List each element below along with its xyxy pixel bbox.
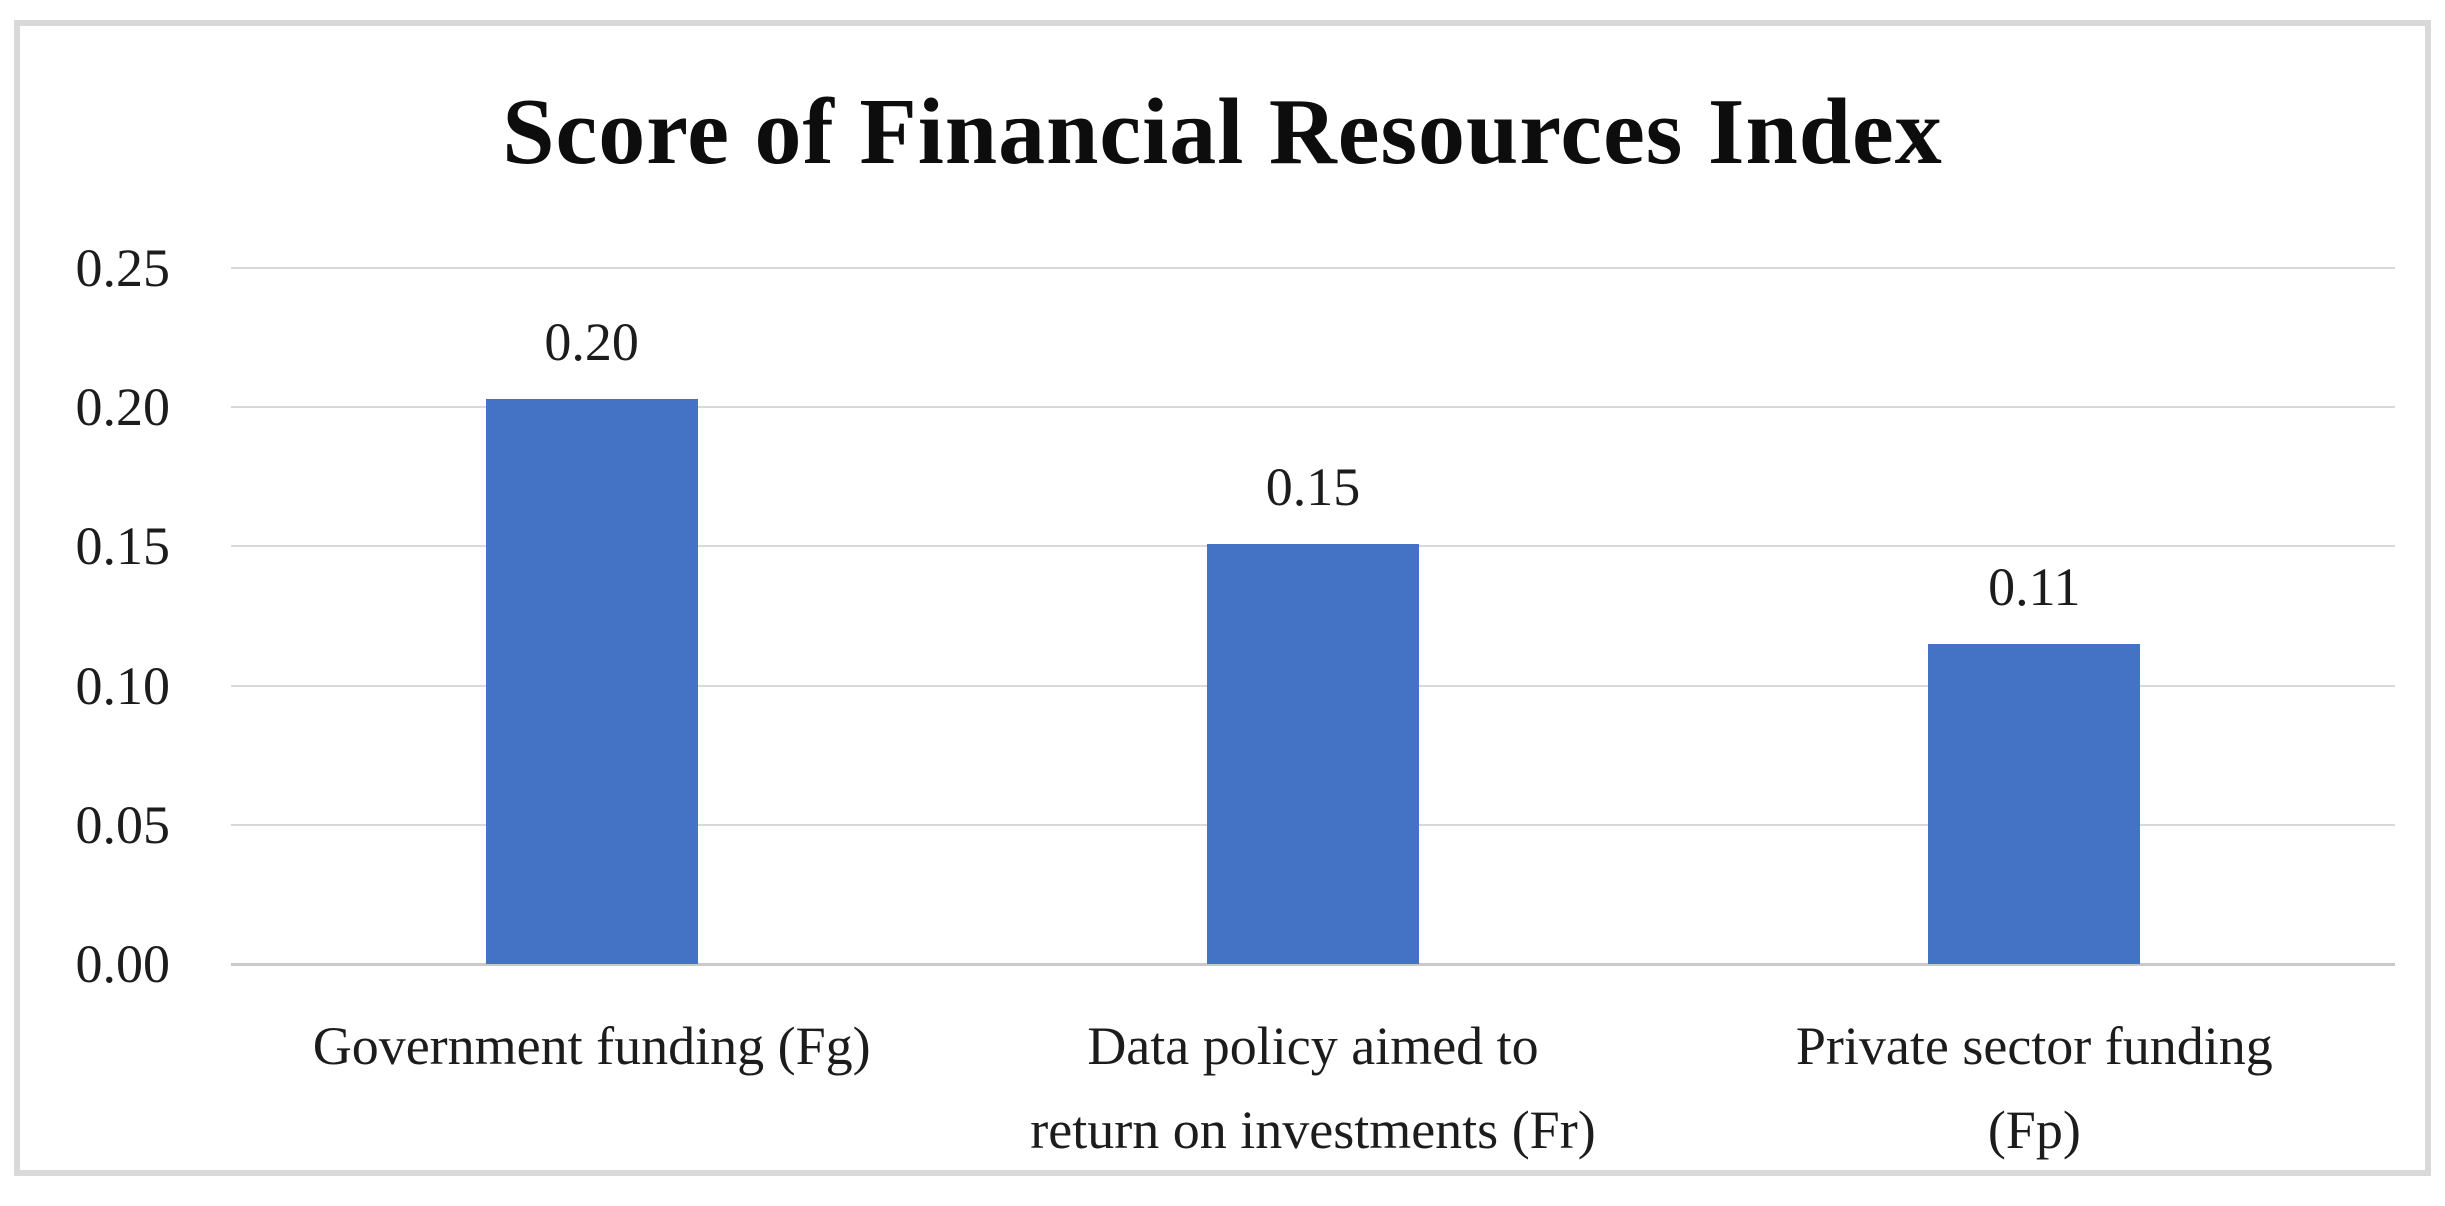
bar-column: 0.20: [231, 268, 952, 964]
x-category-label: Data policy aimed to return on investmen…: [1030, 1016, 1596, 1160]
bar-column: 0.11: [1674, 268, 2395, 964]
y-tick-label: 0.05: [75, 794, 171, 855]
y-tick-label: 0.15: [75, 516, 171, 577]
bar-value-label: 0.11: [1988, 556, 2081, 617]
y-tick-label: 0.20: [75, 377, 171, 438]
gridline: [231, 406, 2395, 409]
x-axis: Government funding (Fg) Data policy aimed…: [231, 1004, 2395, 1172]
plot-area: 0.20 0.15 0.11: [231, 267, 2395, 966]
y-tick-label: 0.10: [75, 655, 171, 716]
bar-column: 0.15: [952, 268, 1673, 964]
chart-frame: Score of Financial Resources Index 0.25 0…: [14, 20, 2431, 1176]
bar-value-label: 0.20: [544, 311, 639, 372]
bar-value-label: 0.15: [1265, 456, 1361, 517]
bar: [1206, 543, 1419, 964]
y-tick-label: 0.00: [75, 934, 171, 994]
y-axis: 0.25 0.20 0.15 0.10 0.05 0.00: [20, 238, 210, 994]
chart-title: Score of Financial Resources Index: [502, 80, 1943, 184]
gridline: [231, 267, 2395, 269]
x-category-label: Government funding (Fg): [312, 1016, 871, 1076]
bar: [485, 398, 698, 964]
bar: [1928, 643, 2141, 964]
y-tick-label: 0.25: [75, 238, 171, 298]
gridline: [231, 963, 2395, 966]
x-category-label: Private sector funding (Fp): [1795, 1016, 2273, 1160]
